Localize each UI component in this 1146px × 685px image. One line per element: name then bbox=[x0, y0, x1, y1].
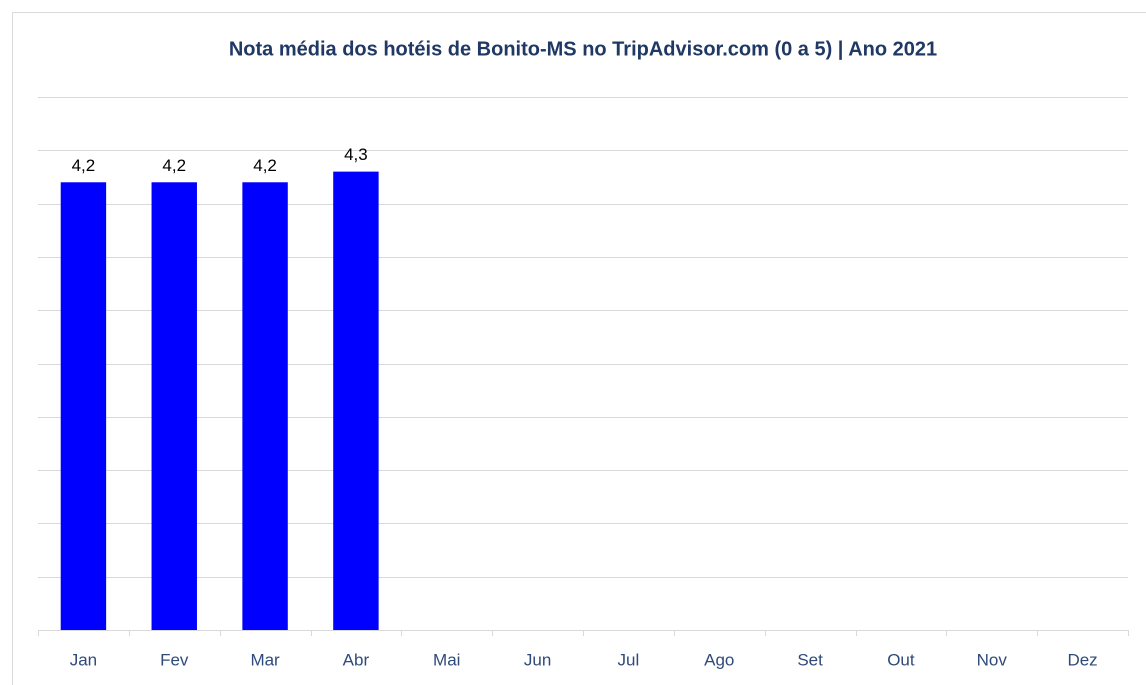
chart-title: Nota média dos hotéis de Bonito-MS no Tr… bbox=[229, 38, 937, 60]
bar bbox=[60, 182, 107, 630]
data-label: 4,3 bbox=[344, 145, 368, 164]
x-tick-label: Jun bbox=[524, 650, 551, 669]
data-label: 4,2 bbox=[162, 156, 186, 175]
x-tick-label: Out bbox=[887, 650, 915, 669]
x-tick-label: Fev bbox=[160, 650, 189, 669]
x-tick-label: Jan bbox=[70, 650, 97, 669]
chart-border bbox=[12, 12, 1146, 685]
x-tick-label: Nov bbox=[977, 650, 1008, 669]
x-tick-label: Abr bbox=[343, 650, 370, 669]
data-label: 4,2 bbox=[253, 156, 277, 175]
x-tick-label: Dez bbox=[1067, 650, 1097, 669]
x-tick-label: Jul bbox=[618, 650, 640, 669]
bar bbox=[333, 171, 379, 630]
x-tick-label: Mai bbox=[433, 650, 460, 669]
x-tick-label: Ago bbox=[704, 650, 734, 669]
bar bbox=[242, 182, 288, 630]
bar bbox=[151, 182, 197, 630]
x-tick-label: Set bbox=[797, 650, 823, 669]
data-label: 4,2 bbox=[72, 156, 96, 175]
x-tick-label: Mar bbox=[250, 650, 280, 669]
